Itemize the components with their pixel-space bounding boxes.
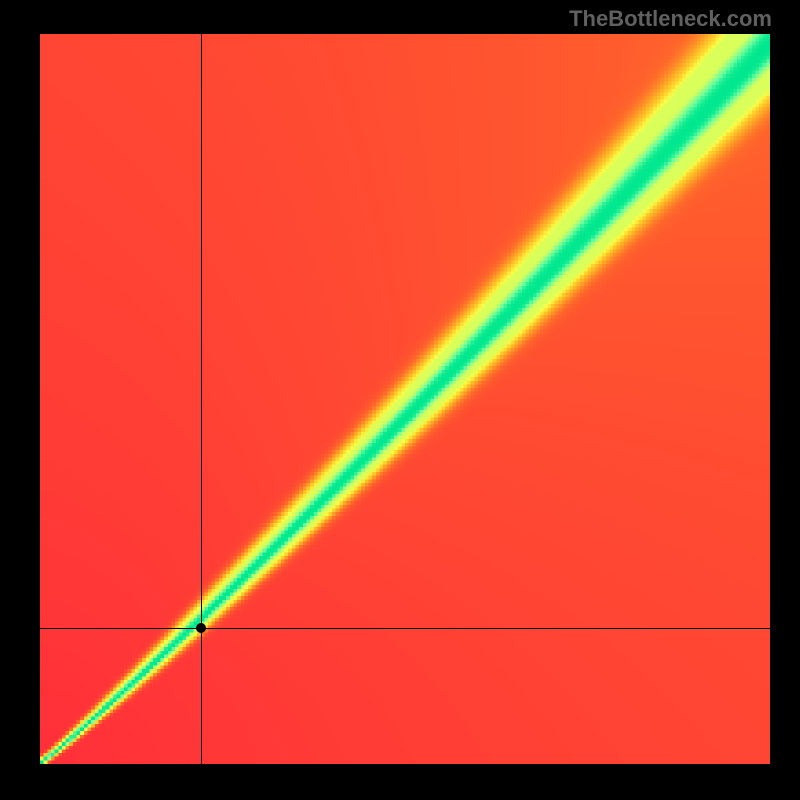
heatmap-plot <box>40 34 770 764</box>
watermark-text: TheBottleneck.com <box>569 6 772 32</box>
crosshair-vertical <box>201 34 202 764</box>
crosshair-horizontal <box>40 628 770 629</box>
heatmap-canvas <box>40 34 770 764</box>
